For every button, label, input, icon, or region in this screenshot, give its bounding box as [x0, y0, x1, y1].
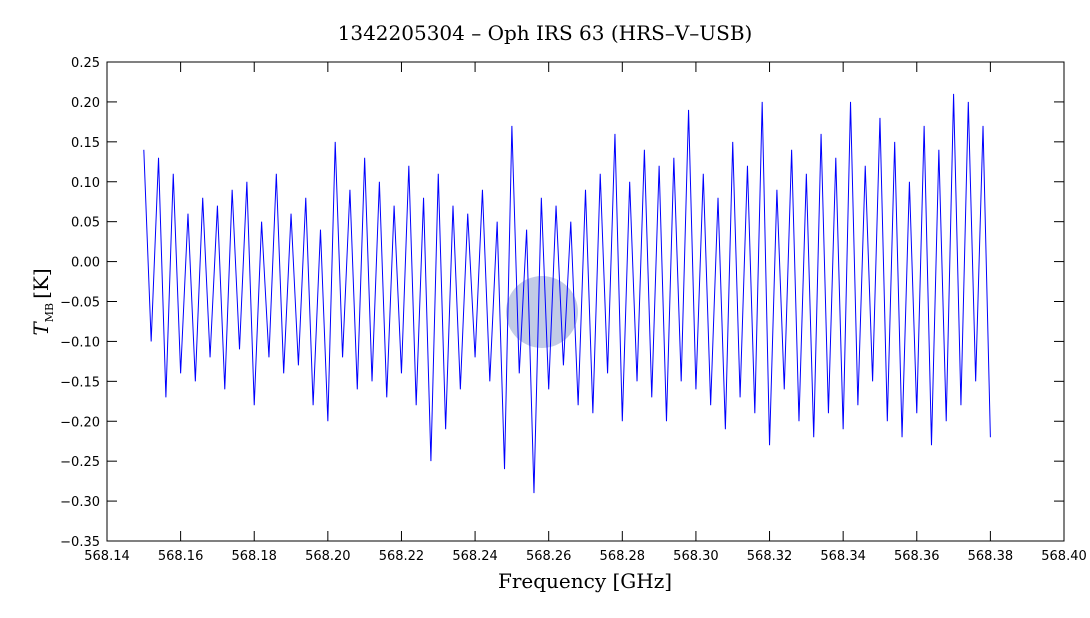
y-tick-label: 0.15	[71, 136, 100, 151]
y-tick-label: −0.10	[60, 335, 100, 350]
y-tick-label: 0.20	[71, 96, 100, 111]
x-tick-label: 568.38	[968, 549, 1014, 564]
y-tick-label: −0.15	[60, 375, 100, 390]
x-tick-label: 568.28	[600, 549, 646, 564]
y-tick-label: −0.05	[60, 296, 100, 311]
x-tick-label: 568.24	[452, 549, 498, 564]
y-label-subscript: MB	[43, 303, 56, 322]
x-tick-label: 568.36	[894, 549, 940, 564]
x-tick-label: 568.32	[747, 549, 793, 564]
y-tick-label: −0.25	[60, 455, 100, 470]
y-tick-label: 0.00	[71, 256, 100, 271]
x-tick-label: 568.18	[231, 549, 277, 564]
x-tick-label: 568.40	[1041, 549, 1087, 564]
x-tick-label: 568.14	[84, 549, 130, 564]
x-tick-label: 568.30	[673, 549, 719, 564]
x-tick-label: 568.16	[158, 549, 204, 564]
y-tick-label: 0.10	[71, 176, 100, 191]
x-tick-label: 568.26	[526, 549, 572, 564]
x-axis-label: Frequency [GHz]	[498, 569, 672, 593]
y-tick-label: 0.05	[71, 216, 100, 231]
y-label-symbol: T	[29, 321, 53, 336]
y-axis-label: TMB [K]	[29, 268, 56, 335]
x-tick-label: 568.34	[820, 549, 866, 564]
x-tick-label: 568.20	[305, 549, 351, 564]
spectrum-line	[143, 93, 991, 494]
x-tick-label: 568.22	[379, 549, 425, 564]
chart-title: 1342205304 – Oph IRS 63 (HRS–V–USB)	[338, 21, 753, 45]
y-tick-label: −0.20	[60, 415, 100, 430]
y-tick-label: 0.25	[71, 56, 100, 71]
y-tick-label: −0.35	[60, 535, 100, 550]
y-axis-label-text: TMB [K]	[29, 268, 56, 335]
y-label-unit: [K]	[29, 268, 53, 299]
y-tick-label: −0.30	[60, 495, 100, 510]
